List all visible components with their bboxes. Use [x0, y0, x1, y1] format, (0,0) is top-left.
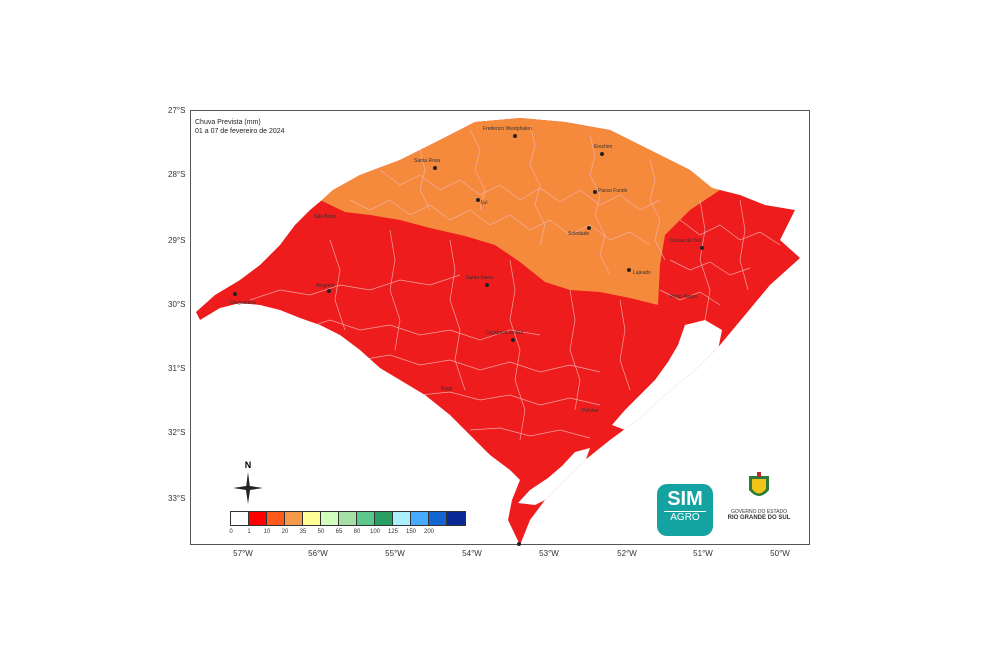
city-marker — [627, 268, 631, 272]
government-logo: GOVERNO DO ESTADO RIO GRANDE DO SUL — [726, 472, 792, 536]
legend-swatch — [375, 512, 393, 525]
legend-swatch — [393, 512, 411, 525]
legend-label: 80 — [353, 529, 361, 535]
gov-line1: GOVERNO DO ESTADO — [730, 509, 788, 515]
legend-label: 65 — [335, 529, 343, 535]
lat-label: 29°S — [168, 236, 186, 245]
city-label: Soledade — [568, 231, 590, 237]
city-marker — [327, 289, 331, 293]
lon-label: 54°W — [462, 549, 482, 558]
city-marker — [600, 152, 604, 156]
legend-swatch — [411, 512, 429, 525]
city-marker — [233, 292, 237, 296]
city-marker — [433, 166, 437, 170]
city-label: São Borja — [314, 214, 336, 220]
city-label: Lajeado — [633, 270, 651, 276]
city-marker — [513, 134, 517, 138]
legend-label: 125 — [387, 529, 399, 535]
north-arrow-icon: N — [233, 460, 263, 504]
legend-swatch — [429, 512, 447, 525]
city-label: Passo Fundo — [598, 188, 628, 194]
legend-label: 0 — [229, 529, 233, 535]
lon-label: 57°W — [233, 549, 253, 558]
city-marker — [700, 246, 704, 250]
city-label: Erechim — [594, 144, 613, 150]
lon-label: 50°W — [770, 549, 790, 558]
city-label: Bagé — [441, 386, 453, 392]
legend-label: 1 — [247, 529, 251, 535]
city-label: Caxias do Sul — [670, 238, 701, 244]
legend-swatch — [231, 512, 249, 525]
state-crest-icon — [749, 472, 769, 496]
city-label: Frederico Westphalen — [483, 126, 532, 132]
lat-label: 31°S — [168, 364, 186, 373]
city-label: Pelotas — [582, 408, 599, 414]
city-label: Ijuí — [481, 200, 488, 206]
city-marker — [511, 338, 515, 342]
city-marker — [517, 542, 521, 546]
sim-agro-logo: SIM AGRO — [657, 484, 713, 536]
lon-label: 52°W — [617, 549, 637, 558]
lat-label: 30°S — [168, 300, 186, 309]
sim-logo-text: SIM — [667, 488, 703, 510]
legend-label: 35 — [299, 529, 307, 535]
legend-label: 200 — [423, 529, 435, 535]
map-subtitle: 01 a 07 de fevereiro de 2024 — [195, 128, 285, 135]
city-label: Uruguaiana — [230, 300, 256, 306]
legend-label: 50 — [317, 529, 325, 535]
legend-label: 10 — [263, 529, 271, 535]
city-label: Porto Alegre — [670, 294, 698, 300]
lon-label: 53°W — [539, 549, 559, 558]
lagoa-mirim — [518, 448, 590, 505]
map-title: Chuva Prevista (mm) — [195, 119, 261, 126]
lagoa-dos-patos — [612, 320, 722, 430]
legend-label: 20 — [281, 529, 289, 535]
city-label: Caçapava do Sul — [485, 330, 524, 336]
legend-swatch — [321, 512, 339, 525]
lat-label: 33°S — [168, 494, 186, 503]
legend-swatch — [285, 512, 303, 525]
legend-label: 150 — [405, 529, 417, 535]
city-marker — [476, 198, 480, 202]
legend-swatch — [447, 512, 465, 525]
city-label: Santa Rosa — [414, 158, 441, 164]
lon-label: 56°W — [308, 549, 328, 558]
lat-label: 32°S — [168, 428, 186, 437]
rain-zone-orange — [320, 118, 720, 305]
legend-swatch — [267, 512, 285, 525]
lon-label: 51°W — [693, 549, 713, 558]
gov-line2: RIO GRANDE DO SUL — [727, 515, 791, 521]
rain-legend — [230, 511, 466, 526]
legend-label: 100 — [369, 529, 381, 535]
city-label: Santa Maria — [466, 275, 493, 281]
compass-label: N — [245, 460, 252, 470]
legend-swatch — [339, 512, 357, 525]
legend-swatch — [357, 512, 375, 525]
legend-swatch — [303, 512, 321, 525]
agro-logo-text: AGRO — [664, 511, 706, 524]
city-marker — [593, 190, 597, 194]
lat-label: 28°S — [168, 170, 186, 179]
city-label: Alegrete — [316, 283, 335, 289]
city-marker — [587, 226, 591, 230]
legend-swatch — [249, 512, 267, 525]
lon-label: 55°W — [385, 549, 405, 558]
lat-label: 27°S — [168, 106, 186, 115]
municipal-boundaries — [249, 124, 781, 441]
city-marker — [485, 283, 489, 287]
